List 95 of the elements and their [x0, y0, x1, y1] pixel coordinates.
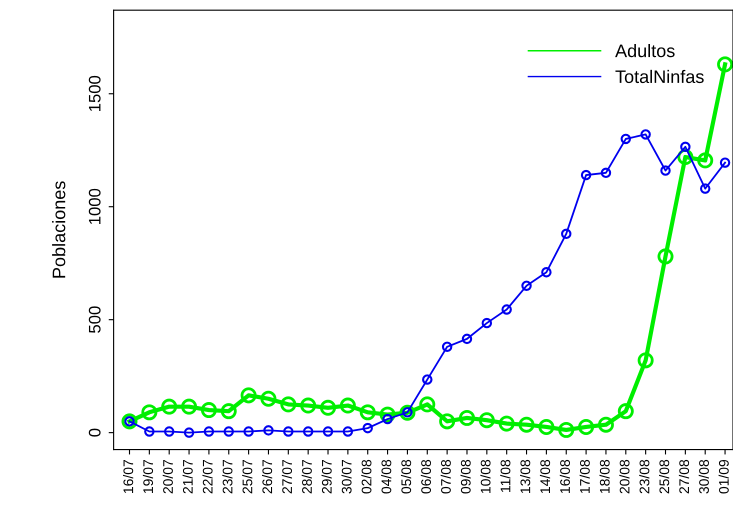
point — [717, 56, 733, 72]
point — [720, 157, 730, 168]
point — [618, 403, 634, 420]
x-tick-label: 23/08 — [639, 460, 650, 494]
x-tick-label: 02/08 — [361, 460, 372, 494]
x-tick-label: 27/08 — [678, 460, 690, 494]
point — [442, 342, 452, 352]
x-tick-label: 13/08 — [520, 460, 530, 493]
x-tick-label: 22/07 — [202, 460, 213, 494]
point — [598, 416, 614, 433]
x-tick-label: 16/08 — [560, 460, 570, 493]
point — [660, 165, 671, 176]
point — [580, 170, 592, 180]
x-tick-label: 18/08 — [599, 460, 610, 493]
point — [243, 426, 254, 437]
x-tick-label: 19/07 — [142, 460, 154, 493]
point — [161, 398, 178, 415]
point — [200, 402, 217, 418]
x-tick-label: 04/08 — [381, 460, 392, 494]
y-tick-label: 0 — [88, 428, 101, 437]
point — [697, 152, 714, 168]
x-tick-label: 20/08 — [619, 460, 630, 494]
point — [144, 426, 155, 437]
point — [280, 396, 296, 412]
x-tick-label: 27/07 — [282, 460, 292, 494]
legend-label: TotalNinfas — [615, 70, 704, 84]
point — [538, 419, 554, 435]
y-axis-title: Poblaciones — [52, 181, 66, 278]
x-tick-label: 25/07 — [242, 460, 252, 494]
x-tick-label: 21/07 — [182, 460, 193, 494]
point — [181, 398, 198, 415]
x-tick-label: 26/07 — [262, 460, 272, 494]
point — [422, 374, 432, 385]
x-tick-label: 11/08 — [500, 460, 510, 492]
point — [558, 422, 574, 438]
x-tick-label: 06/08 — [420, 460, 432, 494]
point — [342, 426, 354, 437]
x-tick-label: 05/08 — [400, 460, 412, 494]
point — [640, 129, 651, 140]
point — [462, 334, 472, 344]
point — [122, 413, 138, 430]
point — [700, 183, 710, 194]
point — [482, 318, 492, 328]
point — [521, 280, 532, 291]
point — [204, 426, 214, 437]
point — [458, 410, 475, 426]
point — [680, 142, 691, 152]
point — [322, 426, 334, 437]
y-tick-label: 1000 — [88, 188, 101, 224]
x-tick-label: 23/07 — [222, 460, 232, 494]
point — [501, 304, 512, 315]
x-tick-label: 20/07 — [162, 460, 173, 494]
point — [399, 404, 416, 421]
point — [141, 404, 158, 420]
point — [620, 134, 632, 144]
point — [302, 426, 314, 437]
point — [240, 387, 257, 404]
x-tick-label: 09/08 — [460, 460, 471, 494]
x-tick-label: 28/07 — [302, 460, 312, 494]
point — [518, 416, 535, 433]
x-tick-label: 17/08 — [580, 460, 590, 493]
x-tick-label: 25/08 — [659, 460, 670, 494]
legend-label: Adultos — [615, 44, 675, 58]
point — [541, 267, 552, 278]
point — [263, 425, 274, 436]
x-tick-label: 01/09 — [718, 460, 729, 494]
point — [300, 398, 316, 414]
point — [360, 404, 376, 420]
point — [164, 426, 174, 437]
point — [658, 248, 674, 264]
point — [561, 228, 572, 240]
x-tick-label: 30/08 — [698, 460, 709, 494]
y-tick-label: 500 — [88, 306, 101, 333]
x-tick-label: 07/08 — [440, 460, 451, 494]
point — [220, 403, 237, 420]
point — [320, 400, 336, 416]
point — [419, 396, 436, 412]
point — [578, 419, 594, 435]
x-tick-label: 10/08 — [480, 460, 491, 493]
point — [478, 412, 495, 428]
y-tick-label: 1500 — [88, 76, 101, 112]
x-tick-label: 14/08 — [540, 460, 550, 493]
point — [638, 352, 654, 368]
point — [498, 416, 515, 432]
point — [439, 413, 456, 430]
point — [283, 426, 294, 437]
x-tick-label: 29/07 — [322, 460, 332, 494]
point — [224, 426, 234, 437]
point — [260, 390, 276, 407]
point — [184, 427, 194, 438]
point — [362, 422, 373, 434]
point — [340, 398, 356, 414]
x-tick-label: 16/07 — [123, 460, 134, 493]
point — [600, 168, 612, 178]
x-tick-label: 30/07 — [341, 460, 352, 494]
